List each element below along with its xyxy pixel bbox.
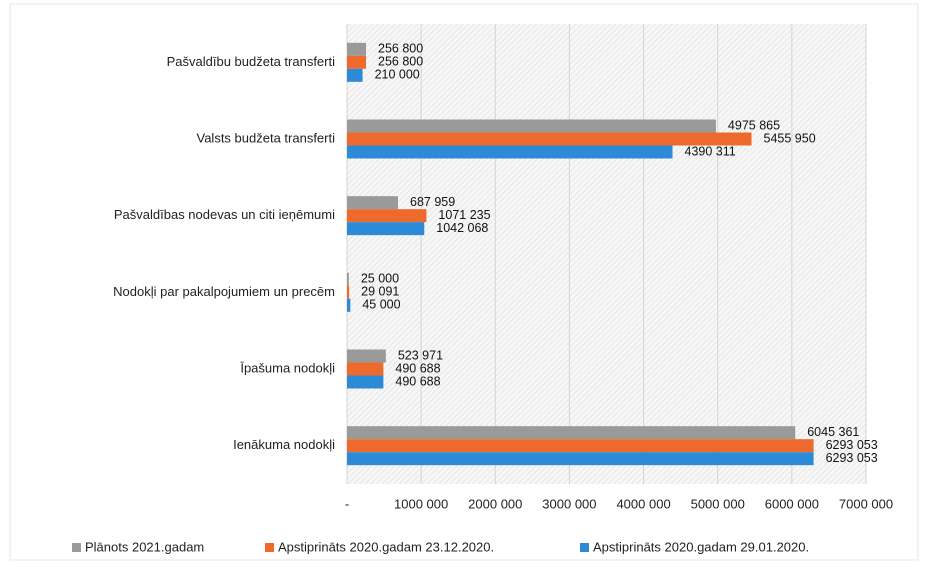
- bar: [347, 42, 367, 56]
- bar: [347, 272, 349, 286]
- bar: [347, 132, 752, 146]
- value-label: 256 800: [378, 42, 423, 56]
- bar: [347, 439, 814, 453]
- y-tick-label: Pašvaldību budžeta transferti: [167, 54, 335, 69]
- bar: [347, 68, 363, 82]
- bar: [347, 222, 425, 236]
- y-tick-label: Ienākuma nodokļi: [233, 437, 335, 452]
- value-label: 1071 235: [438, 208, 490, 222]
- y-tick-label: Īpašuma nodokļi: [240, 360, 335, 375]
- value-label: 29 091: [361, 285, 399, 299]
- value-label: 210 000: [375, 68, 420, 82]
- value-label: 490 688: [395, 361, 440, 375]
- value-label: 687 959: [410, 195, 455, 209]
- value-label: 6293 053: [826, 451, 878, 465]
- bar: [347, 349, 386, 363]
- value-label: 1042 068: [436, 221, 488, 235]
- value-label: 4390 311: [685, 144, 736, 158]
- value-label: 4975 865: [728, 118, 780, 132]
- value-label: 5455 950: [764, 131, 816, 145]
- bar: [347, 209, 427, 223]
- bar: [347, 285, 350, 299]
- bar: [347, 362, 384, 376]
- legend-swatch: [580, 543, 589, 552]
- x-tick-label: 2000 000: [468, 496, 522, 511]
- value-label: 490 688: [395, 374, 440, 388]
- bar: [347, 119, 716, 133]
- x-tick-label: 1000 000: [394, 496, 448, 511]
- value-label: 6293 053: [826, 438, 878, 452]
- value-label: 523 971: [398, 348, 443, 362]
- x-tick-label: 5000 000: [691, 496, 745, 511]
- x-tick-label: 3000 000: [542, 496, 596, 511]
- value-label: 6045 361: [807, 425, 859, 439]
- legend-label: Apstiprināts 2020.gadam 29.01.2020.: [593, 539, 809, 554]
- bar: [347, 298, 351, 312]
- y-tick-label: Pašvaldības nodevas un citi ieņēmumi: [114, 207, 335, 222]
- legend-swatch: [265, 543, 274, 552]
- legend-label: Apstiprināts 2020.gadam 23.12.2020.: [278, 539, 494, 554]
- x-tick-label: 4000 000: [616, 496, 670, 511]
- legend-swatch: [72, 543, 81, 552]
- bar: [347, 196, 399, 210]
- bar: [347, 375, 384, 389]
- y-tick-label: Valsts budžeta transferti: [197, 130, 336, 145]
- y-tick-label: Nodokļi par pakalpojumiem un precēm: [113, 284, 335, 299]
- x-tick-label: 6000 000: [765, 496, 819, 511]
- value-label: 25 000: [361, 272, 399, 286]
- x-tick-label: -: [345, 496, 349, 511]
- bar: [347, 55, 367, 69]
- value-label: 45 000: [362, 298, 400, 312]
- value-label: 256 800: [378, 55, 423, 69]
- legend-label: Plānots 2021.gadam: [85, 539, 204, 554]
- bar: [347, 426, 796, 440]
- plot-area: [347, 24, 866, 484]
- bar: [347, 452, 814, 466]
- x-tick-label: 7000 000: [839, 496, 893, 511]
- bar: [347, 145, 673, 159]
